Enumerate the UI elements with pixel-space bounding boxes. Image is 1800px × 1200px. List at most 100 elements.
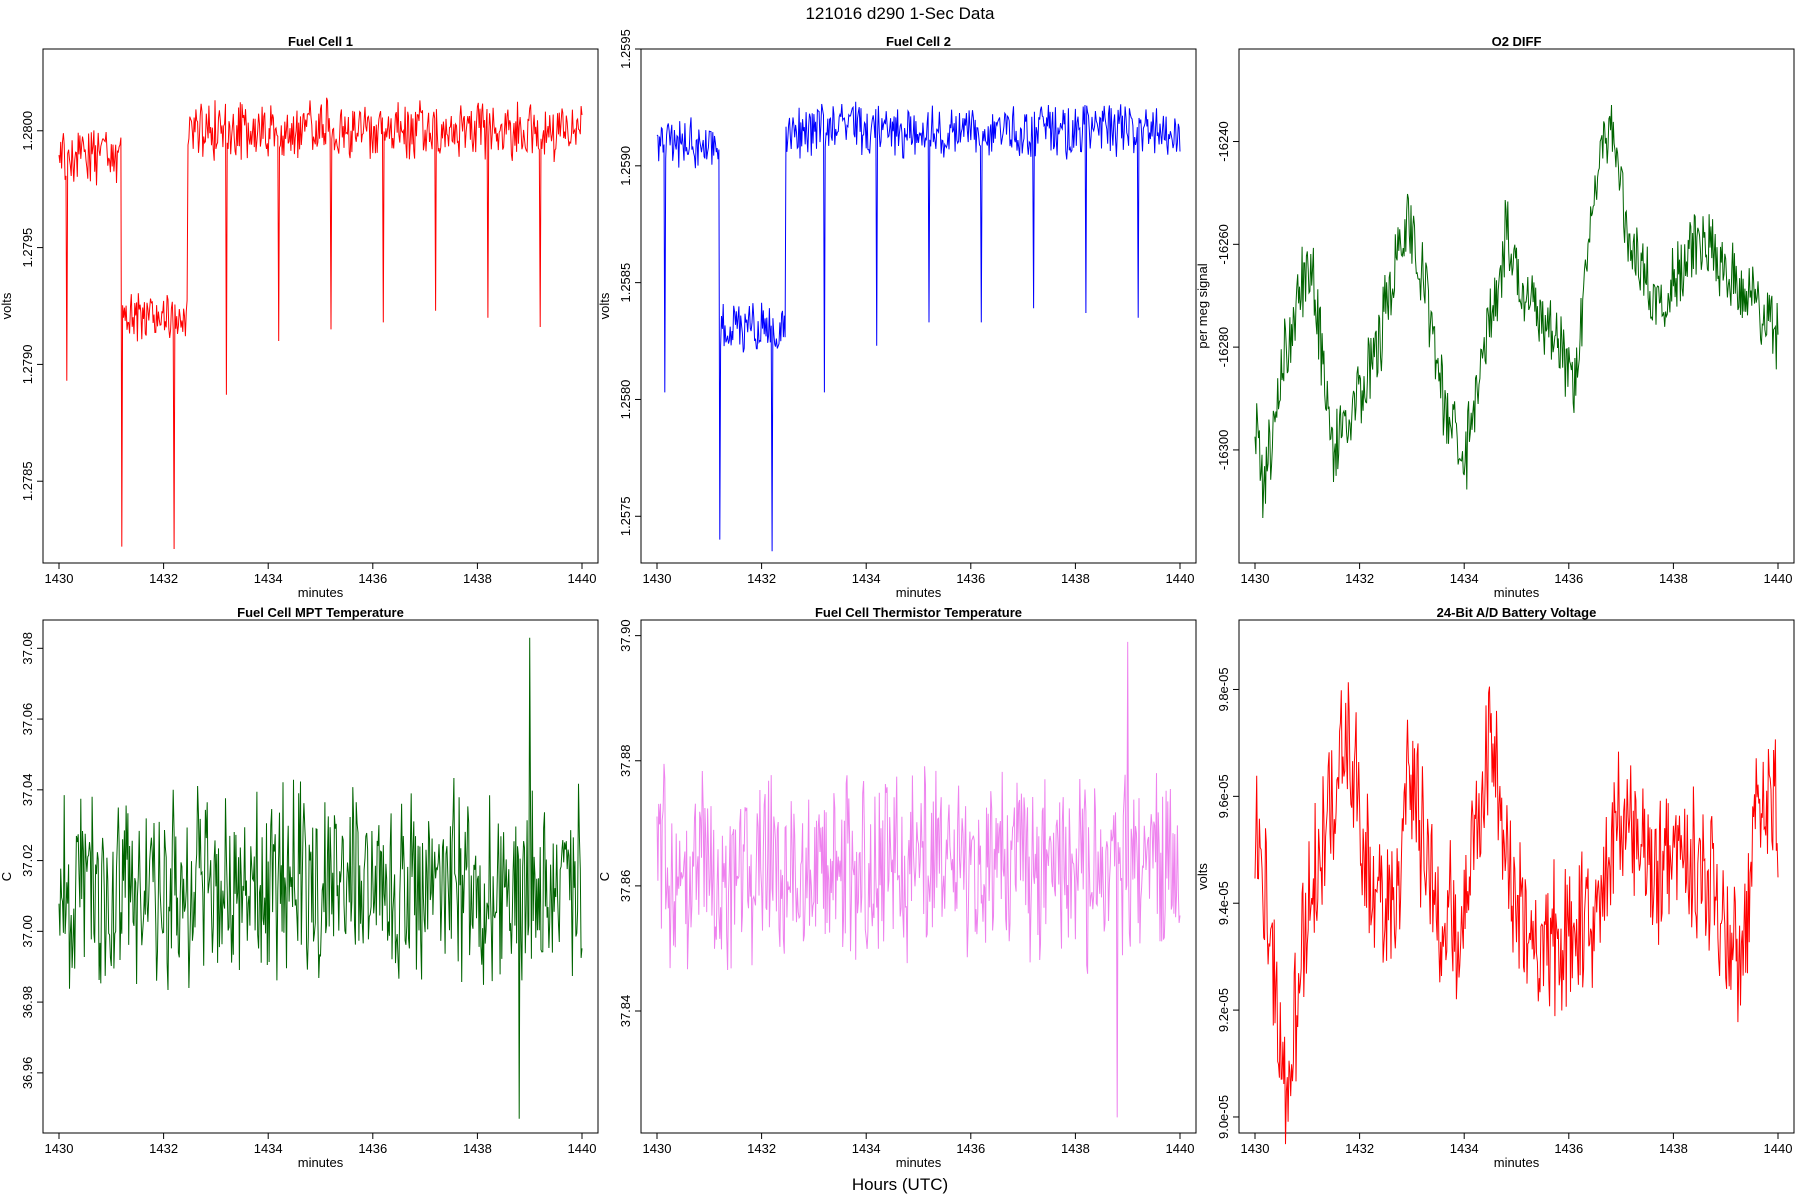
x-tick-label: 1432 <box>747 1141 776 1156</box>
x-tick-label: 1438 <box>1061 1141 1090 1156</box>
x-tick-label: 1434 <box>852 1141 881 1156</box>
y-tick-label: 1.2785 <box>20 461 35 501</box>
x-tick-label: 1436 <box>956 571 985 586</box>
series-line <box>656 101 1181 552</box>
y-tick-label: 1.2585 <box>618 263 633 303</box>
y-axis-label: per meg signal <box>1195 263 1210 348</box>
y-tick-label: 9.2e-05 <box>1216 988 1231 1032</box>
y-tick-label: 9.0e-05 <box>1216 1095 1231 1139</box>
panel-title: Fuel Cell MPT Temperature <box>237 605 404 620</box>
y-tick-label: 37.00 <box>20 915 35 948</box>
y-axis-label: C <box>597 872 612 881</box>
x-tick-label: 1430 <box>45 571 74 586</box>
x-tick-label: 1434 <box>852 571 881 586</box>
y-tick-label: 9.8e-05 <box>1216 667 1231 711</box>
y-tick-label: 37.86 <box>618 870 633 903</box>
y-tick-label: 37.84 <box>618 995 633 1028</box>
y-tick-label: -16260 <box>1216 224 1231 264</box>
x-tick-label: 1434 <box>1450 571 1479 586</box>
x-tick-label: 1440 <box>1764 571 1793 586</box>
y-tick-label: 37.02 <box>20 844 35 877</box>
x-tick-label: 1432 <box>1345 1141 1374 1156</box>
x-tick-label: 1436 <box>358 571 387 586</box>
y-tick-label: 1.2590 <box>618 146 633 186</box>
x-axis-label: minutes <box>896 585 942 600</box>
y-tick-label: 37.90 <box>618 619 633 652</box>
y-axis-label: volts <box>0 292 14 319</box>
y-tick-label: 1.2795 <box>20 228 35 268</box>
chart-panel-2: Fuel Cell 2 1430 1432 1434 1436 1438 1440 minut… <box>597 29 1197 600</box>
x-tick-label: 1434 <box>254 571 283 586</box>
y-tick-label: 37.04 <box>20 774 35 807</box>
y-tick-label: 1.2580 <box>618 380 633 420</box>
y-tick-label: 37.08 <box>20 632 35 665</box>
x-tick-label: 1440 <box>1764 1141 1793 1156</box>
panel-title: 24-Bit A/D Battery Voltage <box>1437 605 1597 620</box>
series-line <box>58 637 583 1119</box>
panel-title: Fuel Cell 2 <box>886 34 951 49</box>
y-tick-label: 36.96 <box>20 1057 35 1090</box>
y-tick-label: 1.2595 <box>618 29 633 69</box>
x-tick-label: 1436 <box>956 1141 985 1156</box>
panel-title: Fuel Cell Thermistor Temperature <box>815 605 1022 620</box>
x-tick-label: 1432 <box>747 571 776 586</box>
x-tick-label: 1430 <box>1241 1141 1270 1156</box>
chart-panel-4: Fuel Cell MPT Temperature 1430 1432 1434 143… <box>0 605 599 1170</box>
series-line <box>58 97 583 550</box>
y-tick-label: 37.88 <box>618 744 633 777</box>
y-axis-label: volts <box>597 292 612 319</box>
y-tick-label: 1.2800 <box>20 111 35 151</box>
y-tick-label: 9.6e-05 <box>1216 774 1231 818</box>
x-axis-label: minutes <box>1494 585 1540 600</box>
x-tick-label: 1438 <box>463 1141 492 1156</box>
x-tick-label: 1434 <box>1450 1141 1479 1156</box>
series-line <box>1254 104 1779 519</box>
plot-frame <box>640 48 1197 564</box>
x-axis-label: minutes <box>298 585 344 600</box>
x-axis-label: minutes <box>298 1155 344 1170</box>
figure-x-axis-label: Hours (UTC) <box>852 1175 948 1194</box>
y-tick-label: 36.98 <box>20 986 35 1019</box>
y-tick-label: 9.4e-05 <box>1216 881 1231 925</box>
x-tick-label: 1432 <box>1345 571 1374 586</box>
chart-panel-1: Fuel Cell 1 1430 1432 1434 1436 1438 1440 minut… <box>0 34 599 600</box>
y-tick-label: -16240 <box>1216 121 1231 161</box>
x-tick-label: 1440 <box>568 571 597 586</box>
x-tick-label: 1436 <box>358 1141 387 1156</box>
y-tick-label: 1.2790 <box>20 345 35 385</box>
y-axis-label: volts <box>1195 863 1210 890</box>
x-tick-label: 1432 <box>149 1141 178 1156</box>
y-tick-label: 37.06 <box>20 703 35 736</box>
x-tick-label: 1434 <box>254 1141 283 1156</box>
x-tick-label: 1438 <box>1659 571 1688 586</box>
x-axis-label: minutes <box>896 1155 942 1170</box>
x-tick-label: 1430 <box>643 571 672 586</box>
y-tick-label: -16280 <box>1216 327 1231 367</box>
panel-title: O2 DIFF <box>1492 34 1542 49</box>
series-line <box>656 641 1181 1118</box>
plot-frame <box>1238 48 1795 564</box>
x-tick-label: 1430 <box>45 1141 74 1156</box>
chart-panel-3: O2 DIFF 1430 1432 1434 1436 1438 1440 minutes -1… <box>1195 34 1795 600</box>
panel-title: Fuel Cell 1 <box>288 34 353 49</box>
x-tick-label: 1440 <box>568 1141 597 1156</box>
x-tick-label: 1432 <box>149 571 178 586</box>
x-tick-label: 1438 <box>1659 1141 1688 1156</box>
x-tick-label: 1440 <box>1166 571 1195 586</box>
y-tick-label: 1.2575 <box>618 496 633 536</box>
y-tick-label: -16300 <box>1216 430 1231 470</box>
chart-panel-6: 24-Bit A/D Battery Voltage 1430 1432 1434 14… <box>1195 605 1795 1170</box>
x-tick-label: 1436 <box>1554 1141 1583 1156</box>
chart-panel-5: Fuel Cell Thermistor Temperature 1430 1432… <box>597 605 1197 1170</box>
x-tick-label: 1430 <box>1241 571 1270 586</box>
series-line <box>1254 682 1779 1145</box>
x-tick-label: 1430 <box>643 1141 672 1156</box>
x-tick-label: 1438 <box>1061 571 1090 586</box>
x-axis-label: minutes <box>1494 1155 1540 1170</box>
x-tick-label: 1436 <box>1554 571 1583 586</box>
x-tick-label: 1438 <box>463 571 492 586</box>
x-tick-label: 1440 <box>1166 1141 1195 1156</box>
y-axis-label: C <box>0 872 14 881</box>
figure-title: 121016 d290 1-Sec Data <box>805 4 995 23</box>
